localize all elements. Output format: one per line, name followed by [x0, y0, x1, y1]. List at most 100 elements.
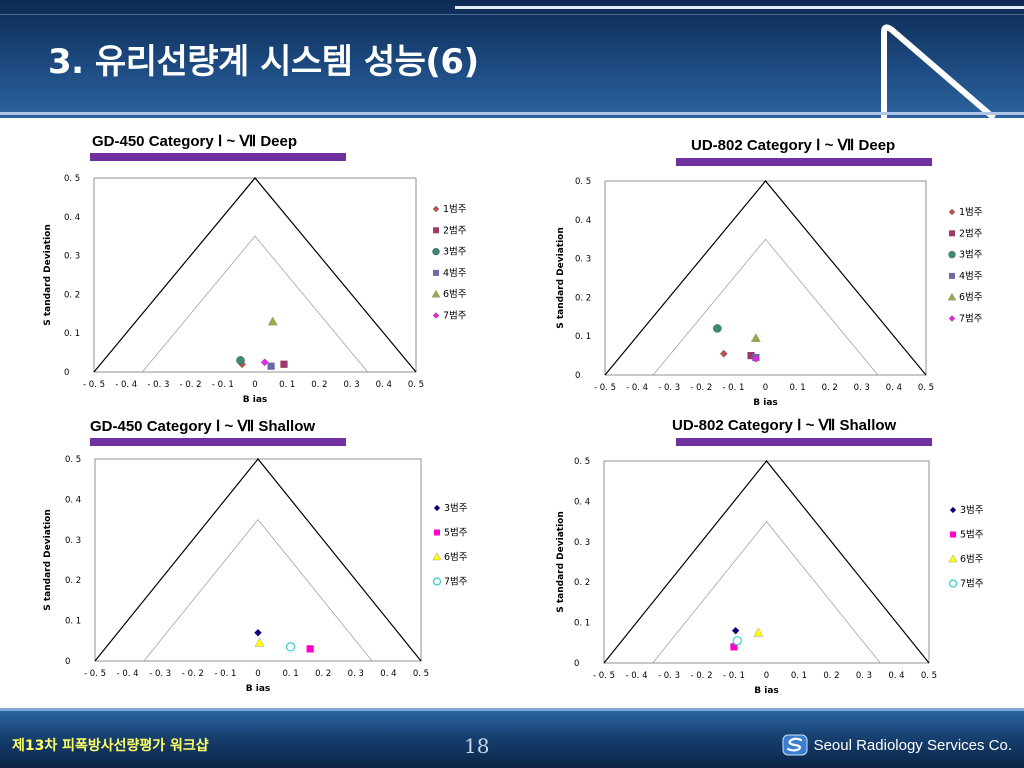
legend-label: 3범주: [443, 247, 467, 258]
title-accent-bar: [90, 153, 346, 161]
y-tick-label: 0. 1: [65, 617, 81, 627]
legend-marker: [949, 272, 955, 279]
x-tick-label: - 0. 3: [658, 383, 680, 393]
x-tick-label: - 0. 5: [83, 380, 105, 390]
x-tick-label: 0: [764, 671, 769, 681]
x-tick-label: 0. 3: [343, 380, 359, 390]
decorative-n-icon: [881, 24, 996, 118]
y-tick-label: 0. 4: [574, 497, 590, 507]
legend-marker: [431, 289, 441, 298]
legend-label: 3범주: [444, 503, 468, 514]
x-axis-label: B ias: [246, 684, 271, 694]
y-tick-label: 0. 2: [575, 293, 591, 303]
legend-marker: [432, 577, 442, 586]
x-tick-label: 0: [252, 380, 257, 390]
x-tick-label: - 0. 1: [214, 669, 236, 679]
title-accent-bar: [676, 158, 932, 166]
inner-limit-line: [142, 235, 368, 373]
y-tick-label: 0. 3: [65, 536, 81, 546]
data-point: [751, 354, 760, 363]
x-tick-label: 0. 3: [856, 671, 872, 681]
legend-marker: [949, 230, 955, 237]
y-tick-label: 0. 2: [574, 578, 590, 588]
legend-label: 6범주: [443, 289, 467, 300]
data-point: [306, 645, 314, 653]
chart-ud802-shallow: UD-802 Category Ⅰ ~ Ⅶ Shallow - 0. 5- 0.…: [512, 410, 1024, 705]
y-tick-label: 0. 1: [64, 329, 80, 339]
chart-ud802-deep: UD-802 Category Ⅰ ~ Ⅶ Deep - 0. 5- 0. 4-…: [512, 120, 1024, 410]
legend-marker: [432, 247, 440, 256]
x-tick-label: 0. 5: [413, 669, 429, 679]
plot-area: [603, 460, 930, 664]
company-block: Seoul Radiology Services Co.: [782, 734, 1012, 756]
x-tick-label: 0. 1: [789, 383, 805, 393]
legend-label: 3범주: [960, 505, 984, 516]
x-tick-label: - 0. 1: [212, 380, 234, 390]
chart-gd450-shallow: GD-450 Category Ⅰ ~ Ⅶ Shallow - 0. 5- 0.…: [0, 410, 512, 705]
slide-title: 3. 유리선량계 시스템 성능(6): [48, 42, 479, 82]
chart-title: UD-802 Category Ⅰ ~ Ⅶ Deep: [691, 137, 896, 154]
x-tick-label: - 0. 3: [147, 380, 169, 390]
x-tick-label: 0. 3: [348, 669, 364, 679]
data-point: [732, 636, 742, 646]
x-axis-label: B ias: [243, 395, 268, 405]
y-tick-label: 0. 5: [65, 455, 81, 465]
x-tick-label: - 0. 4: [626, 383, 648, 393]
data-point: [750, 333, 761, 342]
legend-label: 6범주: [444, 552, 468, 563]
legend-marker: [948, 579, 958, 588]
legend-label: 7범주: [960, 579, 984, 590]
chart-title: GD-450 Category Ⅰ ~ Ⅶ Shallow: [90, 418, 316, 435]
x-tick-label: 0: [255, 669, 260, 679]
legend-label: 2범주: [443, 225, 467, 236]
legend-label: 4범주: [443, 268, 467, 279]
legend-label: 3범주: [959, 250, 983, 261]
x-axis-label: B ias: [754, 686, 779, 696]
x-tick-label: - 0. 5: [594, 383, 616, 393]
inner-limit-line: [143, 519, 373, 662]
legend-marker: [948, 554, 958, 563]
chart-title: UD-802 Category Ⅰ ~ Ⅶ Shallow: [672, 417, 897, 434]
y-tick-label: 0. 3: [575, 255, 591, 265]
y-tick-label: 0. 4: [575, 216, 591, 226]
chart-svg: - 0. 5 - 0. 4 - 0. 3 - 0. 2 - 0. 1 0 0. 1 0. 2 0…: [556, 457, 984, 696]
y-tick-label: 0: [575, 371, 580, 381]
x-tick-label: - 0. 3: [658, 671, 680, 681]
y-tick-label: 0. 3: [64, 252, 80, 262]
y-tick-label: 0. 5: [574, 457, 590, 467]
y-tick-label: 0. 3: [574, 538, 590, 548]
company-name: Seoul Radiology Services Co.: [813, 736, 1012, 754]
data-point: [747, 352, 755, 360]
chart-title: GD-450 Category Ⅰ ~ Ⅶ Deep: [92, 133, 298, 150]
x-tick-label: - 0. 1: [722, 383, 744, 393]
chart-svg: - 0. 5 - 0. 4 - 0. 3 - 0. 2 - 0. 1 0 0. 1 0. 2 0…: [43, 174, 467, 405]
data-point: [731, 626, 740, 635]
y-tick-label: 0. 5: [575, 177, 591, 187]
legend-marker: [432, 312, 440, 319]
y-tick-label: 0. 1: [575, 332, 591, 342]
legend-label: 7범주: [444, 577, 468, 588]
x-tick-label: 0. 4: [886, 383, 902, 393]
legend-marker: [432, 205, 440, 213]
outer-limit-line: [94, 458, 422, 662]
legend-marker: [433, 227, 439, 234]
footer-top-line: [0, 708, 1024, 711]
slide-header: 3. 유리선량계 시스템 성능(6): [0, 0, 1024, 118]
data-point: [280, 360, 288, 368]
workshop-name: 제13차 피폭방사선량평가 워크샵: [12, 738, 209, 754]
legend-marker: [948, 250, 956, 259]
data-point: [713, 324, 722, 333]
company-logo-icon: [782, 734, 808, 756]
legend-marker: [433, 504, 441, 512]
inner-limit-line: [652, 521, 881, 664]
y-tick-label: 0. 2: [64, 290, 80, 300]
title-accent-bar: [90, 438, 346, 446]
x-axis-label: B ias: [753, 398, 778, 408]
plot-area: [93, 177, 417, 373]
x-tick-label: 0. 2: [823, 671, 839, 681]
data-point: [260, 358, 269, 367]
y-tick-label: 0. 1: [574, 619, 590, 629]
legend-label: 6범주: [960, 554, 984, 565]
data-point: [267, 362, 275, 370]
x-tick-label: - 0. 4: [115, 380, 137, 390]
